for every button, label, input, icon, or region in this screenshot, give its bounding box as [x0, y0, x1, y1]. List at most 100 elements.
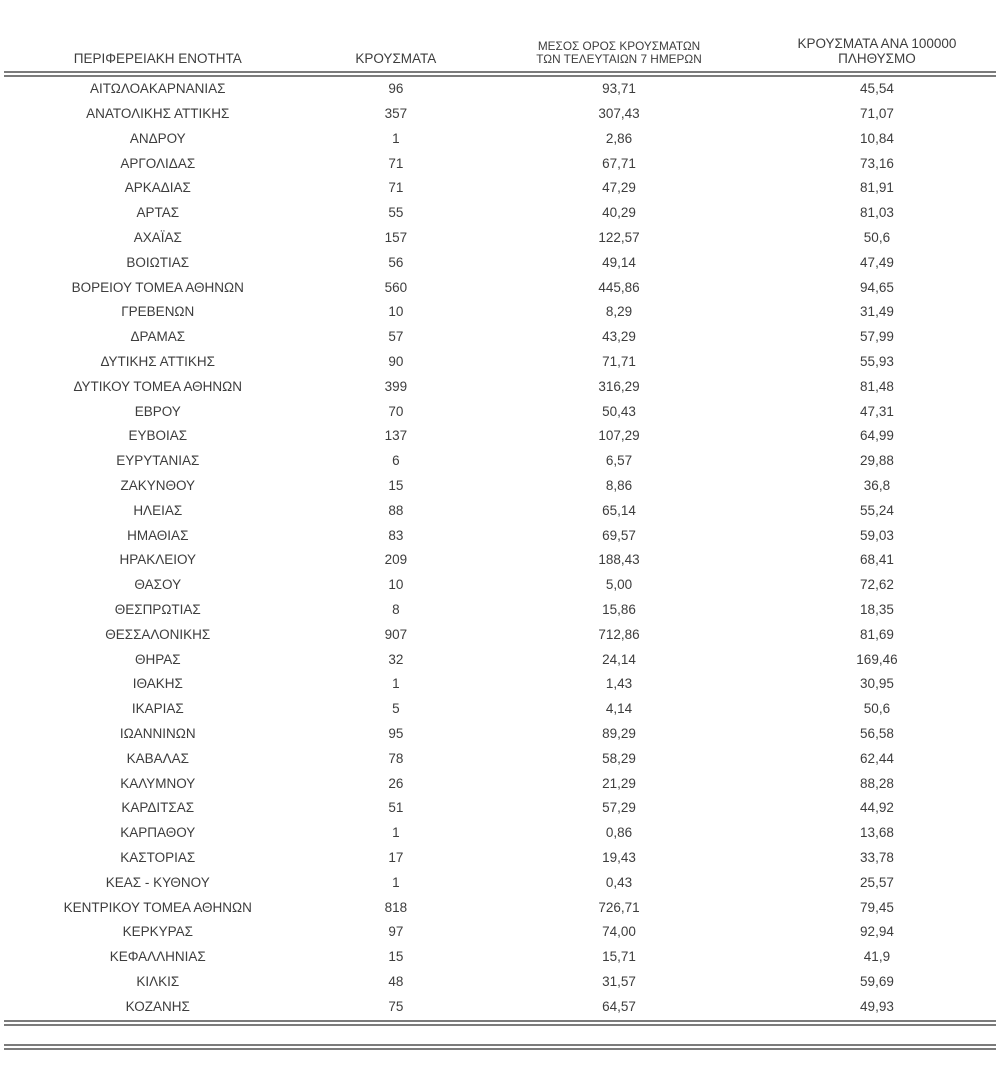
avg-7day-value: 69,57	[602, 527, 636, 543]
region-name: ΚΕΝΤΡΙΚΟΥ ΤΟΜΕΑ ΑΘΗΝΩΝ	[63, 899, 252, 915]
region-name: ΑΧΑΪΑΣ	[133, 230, 182, 245]
per-100k-value: 169,46	[856, 651, 898, 667]
table-row: ΚΑΒΑΛΑΣ 78 58,29 62,44	[4, 747, 996, 772]
avg-7day-value: 6,57	[605, 453, 633, 469]
avg-7day-value: 89,29	[602, 725, 636, 741]
avg-7day-value: 8,86	[605, 477, 633, 493]
avg-7day-value: 21,29	[602, 775, 636, 791]
region-name: ΕΥΒΟΙΑΣ	[128, 428, 188, 444]
table-row: ΙΘΑΚΗΣ 1 1,43 30,95	[4, 672, 996, 697]
avg-7day-value: 67,71	[602, 155, 636, 171]
per-100k-value: 13,68	[860, 825, 894, 841]
cases-value: 17	[388, 849, 404, 865]
avg-7day-value: 50,43	[602, 403, 636, 419]
table-row: ΚΕΑΣ - ΚΥΘΝΟΥ 1 0,43 25,57	[4, 871, 996, 896]
cases-value: 95	[388, 725, 404, 741]
per-100k-value: 68,41	[860, 552, 894, 568]
cases-value: 1	[392, 825, 400, 841]
region-name: ΚΑΡΔΙΤΣΑΣ	[121, 800, 195, 816]
region-name: ΘΕΣΠΡΩΤΙΑΣ	[114, 601, 201, 617]
header-per-100k-line2: ΠΛΗΘΥΣΜΟ	[838, 51, 916, 67]
region-name: ΖΑΚΥΝΘΟΥ	[120, 477, 196, 493]
per-100k-value: 31,49	[860, 304, 894, 320]
region-name: ΘΑΣΟΥ	[134, 577, 182, 593]
region-name: ΙΩΑΝΝΙΝΩΝ	[119, 725, 196, 741]
cases-value: 1	[392, 874, 400, 890]
cases-value: 55	[388, 205, 404, 221]
table-row: ΕΒΡΟΥ 70 50,43 47,31	[4, 400, 996, 425]
table-row: ΓΡΕΒΕΝΩΝ 10 8,29 31,49	[4, 300, 996, 325]
table-row: ΚΕΝΤΡΙΚΟΥ ΤΟΜΕΑ ΑΘΗΝΩΝ 818 726,71 79,45	[4, 896, 996, 921]
table-row: ΚΟΖΑΝΗΣ 75 64,57 49,93	[4, 994, 996, 1026]
cases-value: 15	[388, 949, 404, 965]
cases-value: 907	[384, 626, 408, 642]
region-name: ΕΒΡΟΥ	[134, 403, 181, 419]
per-100k-value: 81,48	[860, 378, 894, 394]
avg-7day-value: 107,29	[598, 428, 640, 444]
region-name: ΚΕΦΑΛΛΗΝΙΑΣ	[109, 949, 206, 965]
table-row: ΗΜΑΘΙΑΣ 83 69,57 59,03	[4, 524, 996, 549]
cases-value: 10	[388, 304, 404, 320]
table-row: ΘΕΣΣΑΛΟΝΙΚΗΣ 907 712,86 81,69	[4, 623, 996, 648]
per-100k-value: 81,69	[860, 626, 894, 642]
table-row: ΕΥΒΟΙΑΣ 137 107,29 64,99	[4, 424, 996, 449]
avg-7day-value: 188,43	[598, 552, 640, 568]
region-name: ΑΡΚΑΔΙΑΣ	[124, 180, 191, 196]
cases-value: 357	[384, 106, 408, 122]
table-row: ΚΑΡΔΙΤΣΑΣ 51 57,29 44,92	[4, 796, 996, 821]
per-100k-value: 81,03	[860, 205, 894, 221]
cases-value: 83	[388, 527, 404, 543]
avg-7day-value: 31,57	[602, 973, 636, 989]
per-100k-value: 25,57	[860, 874, 894, 890]
header-row: ΠΕΡΙΦΕΡΕΙΑΚΗ ΕΝΟΤΗΤΑ ΚΡΟΥΣΜΑΤΑ ΜΕΣΟΣ ΟΡΟ…	[4, 22, 996, 78]
avg-7day-value: 712,86	[598, 626, 640, 642]
per-100k-value: 81,91	[860, 180, 894, 196]
per-100k-value: 88,28	[860, 775, 894, 791]
table-row: ΗΛΕΙΑΣ 88 65,14 55,24	[4, 499, 996, 524]
cases-value: 157	[384, 230, 408, 245]
region-name: ΕΥΡΥΤΑΝΙΑΣ	[116, 453, 200, 469]
header-avg-7day-line1: ΜΕΣΟΣ ΟΡΟΣ ΚΡΟΥΣΜΑΤΩΝ	[537, 38, 701, 53]
cases-value: 1	[392, 130, 400, 146]
table-row: ΑΙΤΩΛΟΑΚΑΡΝΑΝΙΑΣ 96 93,71 45,54	[4, 74, 996, 102]
per-100k-value: 47,31	[860, 403, 894, 419]
per-100k-value: 10,84	[860, 130, 894, 146]
table-header: ΠΕΡΙΦΕΡΕΙΑΚΗ ΕΝΟΤΗΤΑ ΚΡΟΥΣΜΑΤΑ ΜΕΣΟΣ ΟΡΟ…	[4, 22, 996, 78]
per-100k-value: 56,58	[860, 725, 894, 741]
table-row: ΗΡΑΚΛΕΙΟΥ 209 188,43 68,41	[4, 548, 996, 573]
cases-value: 57	[388, 329, 404, 345]
per-100k-value: 71,07	[860, 106, 894, 122]
per-100k-value: 41,9	[863, 949, 891, 965]
region-name: ΗΜΑΘΙΑΣ	[127, 527, 189, 543]
region-name: ΒΟΡΕΙΟΥ ΤΟΜΕΑ ΑΘΗΝΩΝ	[71, 279, 244, 295]
table-row: ΚΑΣΤΟΡΙΑΣ 17 19,43 33,78	[4, 846, 996, 871]
avg-7day-value: 15,71	[602, 949, 636, 965]
avg-7day-value: 47,29	[602, 180, 636, 196]
per-100k-value: 30,95	[860, 676, 894, 692]
region-name: ΘΕΣΣΑΛΟΝΙΚΗΣ	[105, 626, 211, 642]
table-row: ΔΥΤΙΚΟΥ ΤΟΜΕΑ ΑΘΗΝΩΝ 399 316,29 81,48	[4, 375, 996, 400]
table-row: ΚΑΡΠΑΘΟΥ 1 0,86 13,68	[4, 821, 996, 846]
cases-value: 75	[311, 994, 481, 1026]
cases-value: 32	[388, 651, 404, 667]
table-row: ΑΡΓΟΛΙΔΑΣ 71 67,71 73,16	[4, 152, 996, 177]
table-row: ΕΥΡΥΤΑΝΙΑΣ 6 6,57 29,88	[4, 449, 996, 474]
cases-value: 10	[388, 577, 404, 593]
header-avg-7day-line2: ΤΩΝ ΤΕΛΕΥΤΑΙΩΝ 7 ΗΜΕΡΩΝ	[536, 52, 702, 67]
per-100k-value: 72,62	[860, 577, 894, 593]
region-name: ΑΝΑΤΟΛΙΚΗΣ ΑΤΤΙΚΗΣ	[86, 106, 230, 122]
table-row: ΑΝΑΤΟΛΙΚΗΣ ΑΤΤΙΚΗΣ 357 307,43 71,07	[4, 102, 996, 127]
region-name: ΗΡΑΚΛΕΙΟΥ	[119, 552, 197, 568]
table-row: ΚΙΛΚΙΣ 48 31,57 59,69	[4, 970, 996, 995]
cases-value: 399	[384, 378, 408, 394]
per-100k-value: 33,78	[860, 849, 894, 865]
bottom-divider	[4, 1043, 996, 1050]
header-regional-unit-label: ΠΕΡΙΦΕΡΕΙΑΚΗ ΕΝΟΤΗΤΑ	[73, 51, 242, 67]
per-100k-value: 44,92	[860, 800, 894, 816]
table-row: ΔΥΤΙΚΗΣ ΑΤΤΙΚΗΣ 90 71,71 55,93	[4, 350, 996, 375]
region-name: ΚΙΛΚΙΣ	[136, 973, 180, 989]
avg-7day-value: 726,71	[598, 899, 640, 915]
per-100k-value: 50,6	[863, 230, 891, 245]
avg-7day-value: 24,14	[602, 651, 636, 667]
table-row: ΑΡΚΑΔΙΑΣ 71 47,29 81,91	[4, 176, 996, 201]
